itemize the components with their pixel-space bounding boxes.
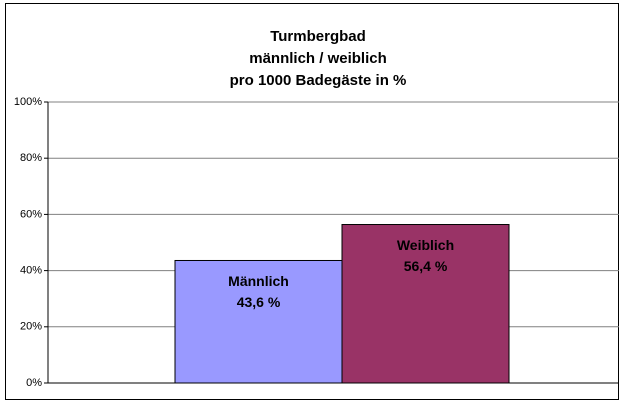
y-tick-label: 20% — [20, 321, 42, 333]
category-label: Männlich — [228, 273, 289, 289]
chart-title: Turmbergbad — [270, 28, 366, 45]
value-label: 43,6 % — [237, 294, 281, 310]
bar — [174, 259, 343, 384]
y-tick-label: 0% — [26, 377, 42, 389]
y-tick-label: 80% — [20, 152, 42, 164]
y-tick-label: 60% — [20, 208, 42, 220]
bar — [341, 224, 510, 384]
category-label: Weiblich — [397, 237, 454, 253]
y-tick-label: 100% — [14, 96, 42, 108]
y-tick-label: 40% — [20, 265, 42, 277]
value-label: 56,4 % — [404, 258, 448, 274]
chart-title: pro 1000 Badegäste in % — [230, 72, 407, 89]
chart-title: männlich / weiblich — [249, 50, 387, 67]
